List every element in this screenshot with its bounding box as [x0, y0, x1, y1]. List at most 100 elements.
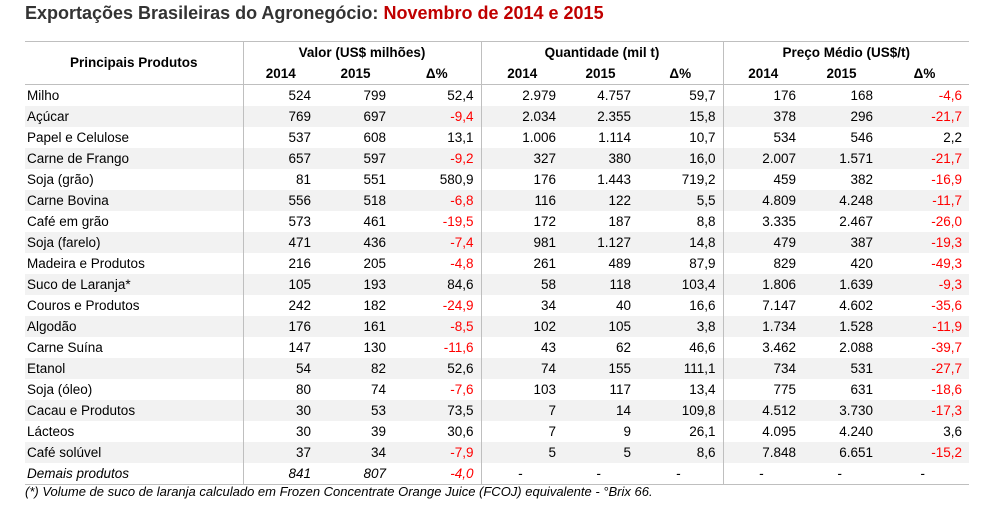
cell-quantity-delta: 719,2: [681, 171, 716, 187]
cell-price-2014: 2.007: [722, 148, 803, 169]
cell-quantity-2015: 40: [615, 297, 631, 313]
cell-value-2015: 161: [318, 316, 393, 337]
cell-quantity-2014: 981: [480, 232, 563, 253]
table-row: Etanol 54 82 52,6 74 155 111,1 734 531 -27,7: [25, 358, 969, 379]
cell-value-delta: -6,8: [393, 190, 481, 211]
cell-price-2014: 775: [722, 379, 803, 400]
table-row: Couros e Produtos 242 182 -24,9 34 40 16,6 7.14…: [25, 295, 969, 316]
cell-price-2015: 1.571: [803, 148, 880, 169]
table-row: Algodão 176 161 -8,5 102 105 3,8 1.734 1.528 -11,…: [25, 316, 969, 337]
cell-value-2014: 471: [242, 232, 318, 253]
table-body: Milho 524 799 52,4 2.979 4.757 59,7 176 168 -4,6 A…: [25, 84, 969, 485]
table-row: Soja (grão) 81 551 580,9 176 1.443 719,2 459 382…: [25, 169, 969, 190]
cell-quantity-delta: 13,4: [689, 381, 716, 397]
cell-quantity-2015: 489: [608, 255, 631, 271]
header-quantity-2015: 2015: [563, 63, 638, 85]
cell-value-delta: 73,5: [393, 400, 481, 421]
cell-quantity-2014: 172: [480, 211, 563, 232]
cell-price-2014: 3.462: [722, 337, 803, 358]
cell-quantity-2014: 5: [480, 442, 563, 463]
cell-product: Milho: [27, 87, 60, 103]
cell-quantity-2015: 118: [563, 274, 638, 295]
cell-price-2014: 7.147: [722, 295, 803, 316]
cell-product: Carne de Frango: [25, 148, 243, 169]
cell-product: Couros e Produtos: [27, 297, 140, 313]
cell-price-2015: 2.467: [839, 213, 873, 229]
cell-quantity-delta: 59,7: [689, 87, 716, 103]
cell-price-delta: -11,9: [880, 316, 969, 337]
cell-product: Madeira e Produtos: [27, 255, 145, 271]
table-row: Açúcar 769 697 -9,4 2.034 2.355 15,8 378 296 -21,…: [25, 106, 969, 127]
cell-value-2015: 807: [318, 463, 393, 485]
cell-quantity-2014: 176: [480, 169, 563, 190]
cell-value-2014: 242: [242, 295, 318, 316]
cell-price-delta: -18,6: [931, 381, 962, 397]
cell-price-2015: 4.602: [839, 297, 873, 313]
cell-quantity-2015: 2.355: [563, 106, 638, 127]
cell-price-delta: -35,6: [931, 297, 962, 313]
cell-product: Suco de Laranja*: [25, 274, 243, 295]
cell-value-2014: 176: [242, 316, 318, 337]
cell-price-2014: 479: [722, 232, 803, 253]
header-quantity: Quantidade (mil t): [480, 41, 723, 63]
cell-value-2014: 841: [242, 463, 318, 485]
cell-price-delta: -17,3: [880, 400, 969, 421]
header-price-delta: Δ%: [880, 63, 969, 85]
cell-value-delta: -4,8: [450, 255, 474, 271]
cell-value-delta: -7,9: [393, 442, 481, 463]
table-row: Madeira e Produtos 216 205 -4,8 261 489 87,9 82…: [25, 253, 969, 274]
cell-price-2015: 382: [850, 171, 873, 187]
cell-quantity-2015: 187: [608, 213, 631, 229]
cell-product: Açúcar: [25, 106, 243, 127]
cell-quantity-delta: 3,8: [638, 316, 723, 337]
cell-price-2014: 4.809: [722, 190, 803, 211]
table-row: Soja (farelo) 471 436 -7,4 981 1.127 14,8 479 38…: [25, 232, 969, 253]
cell-value-2015: 130: [363, 339, 386, 355]
cell-value-2014: 54: [242, 358, 318, 379]
cell-value-2014: 80: [242, 379, 318, 400]
cell-quantity-delta: 15,8: [638, 106, 723, 127]
cell-value-delta: -9,2: [393, 148, 481, 169]
header-row-groups: Principais Produtos Valor (US$ milhões) …: [25, 41, 969, 85]
cell-product: Cacau e Produtos: [25, 400, 243, 421]
cell-quantity-delta: 111,1: [638, 358, 723, 379]
cell-price-2015: 2.088: [839, 339, 873, 355]
cell-value-2014: 147: [242, 337, 318, 358]
cell-quantity-delta: 46,6: [689, 339, 716, 355]
title-period: Novembro de 2014 e 2015: [383, 3, 604, 23]
cell-quantity-delta: 109,8: [638, 400, 723, 421]
cell-price-2014: 459: [722, 169, 803, 190]
cell-value-2015: 436: [318, 232, 393, 253]
cell-price-2015: 4.240: [839, 423, 873, 439]
cell-value-2015: 597: [318, 148, 393, 169]
cell-price-2015: 1.639: [803, 274, 880, 295]
cell-value-delta: -11,6: [443, 339, 474, 355]
cell-value-delta: -7,4: [393, 232, 481, 253]
cell-price-2015: 420: [850, 255, 873, 271]
cell-value-delta: -19,5: [442, 213, 474, 229]
cell-quantity-2014: 327: [480, 148, 563, 169]
cell-value-2014: 524: [242, 84, 318, 106]
cell-value-2015: 608: [363, 129, 386, 145]
cell-quantity-2014: -: [480, 463, 563, 485]
table-row: Café solúvel 37 34 -7,9 5 5 8,6 7.848 6.651 -15,2: [25, 442, 969, 463]
cell-quantity-2015: 4.757: [597, 87, 631, 103]
header-price: Preço Médio (US$/t): [722, 41, 969, 63]
cell-price-delta: -16,9: [931, 171, 962, 187]
header-price-2015: 2015: [803, 63, 880, 85]
cell-quantity-2015: 1.443: [597, 171, 631, 187]
cell-quantity-delta: 5,5: [638, 190, 723, 211]
table-row: Papel e Celulose 537 608 13,1 1.006 1.114 10,7…: [25, 127, 969, 148]
cell-price-delta: -9,3: [880, 274, 969, 295]
cell-quantity-2015: 105: [563, 316, 638, 337]
cell-product: Papel e Celulose: [27, 129, 130, 145]
cell-value-delta: 30,6: [447, 423, 474, 439]
cell-product: Soja (grão): [27, 171, 94, 187]
cell-value-delta: 13,1: [447, 129, 474, 145]
cell-product: Soja (óleo): [27, 381, 93, 397]
cell-quantity-delta: 8,6: [638, 442, 723, 463]
header-quantity-2014: 2014: [480, 63, 563, 85]
cell-quantity-2014: 34: [480, 295, 563, 316]
header-value-2015: 2015: [318, 63, 393, 85]
cell-price-2014: 829: [722, 253, 803, 274]
